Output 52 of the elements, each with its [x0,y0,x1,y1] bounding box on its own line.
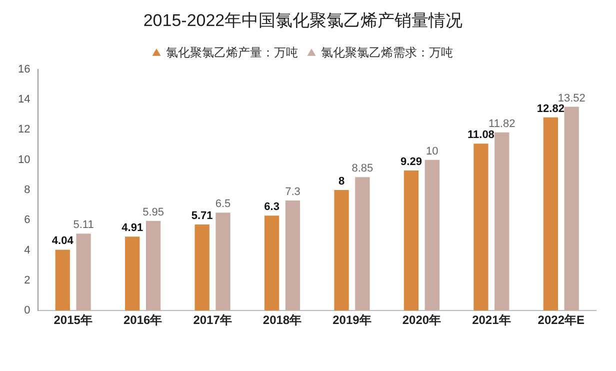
y-tick-label: 8 [24,184,30,196]
bar [216,212,230,311]
chart-title: 2015-2022年中国氯化聚氯乙烯产销量情况 [143,10,463,30]
data-label: 5.95 [142,206,164,218]
bar [285,200,300,311]
x-tick-label: 2017年 [193,313,232,328]
data-label: 10 [426,145,438,158]
bar [146,220,161,311]
data-label: 12.82 [536,102,564,115]
y-tick-label: 10 [18,154,30,166]
data-label: 4.04 [52,235,74,248]
bar [494,132,510,311]
data-label: 8.85 [352,162,374,175]
bar [424,160,440,311]
y-tick-label: 12 [18,124,30,136]
bar [194,224,210,311]
y-tick-label: 2 [24,274,30,286]
data-label: 9.29 [400,156,422,168]
bar [55,250,70,311]
data-label: 8 [338,176,345,188]
bar [543,117,558,311]
x-tick-label: 2015年 [54,313,92,328]
y-tick-label: 6 [24,214,30,226]
data-label: 11.82 [488,118,516,130]
x-tick-label: 2018年 [262,313,302,328]
bar [76,234,91,311]
y-tick-label: 0 [24,304,30,317]
bar [125,236,140,311]
legend-label: 氯化聚氯乙烯产量：万吨 [166,46,298,60]
y-tick-label: 14 [18,94,30,106]
x-tick-label: 2022年E [538,313,584,328]
data-label: 7.3 [285,186,300,198]
y-tick-label: 16 [18,63,30,76]
data-label: 6.5 [215,198,231,210]
x-tick-label: 2021年 [472,313,511,328]
data-label: 6.3 [264,201,280,214]
bar [564,106,579,311]
bar [334,190,349,311]
bar [404,170,419,311]
bar [355,177,370,311]
legend-label: 氯化聚氯乙烯需求：万吨 [321,46,453,60]
x-tick-label: 2019年 [332,313,372,328]
x-tick-label: 2020年 [402,313,442,328]
data-label: 5.71 [191,210,213,222]
data-label: 5.11 [73,219,94,232]
data-label: 4.91 [122,222,144,234]
bar [474,144,488,311]
bar [264,216,280,311]
data-label: 11.08 [468,129,494,142]
data-label: 13.52 [558,92,586,104]
y-tick-label: 4 [24,244,30,256]
x-tick-label: 2016年 [123,313,162,328]
